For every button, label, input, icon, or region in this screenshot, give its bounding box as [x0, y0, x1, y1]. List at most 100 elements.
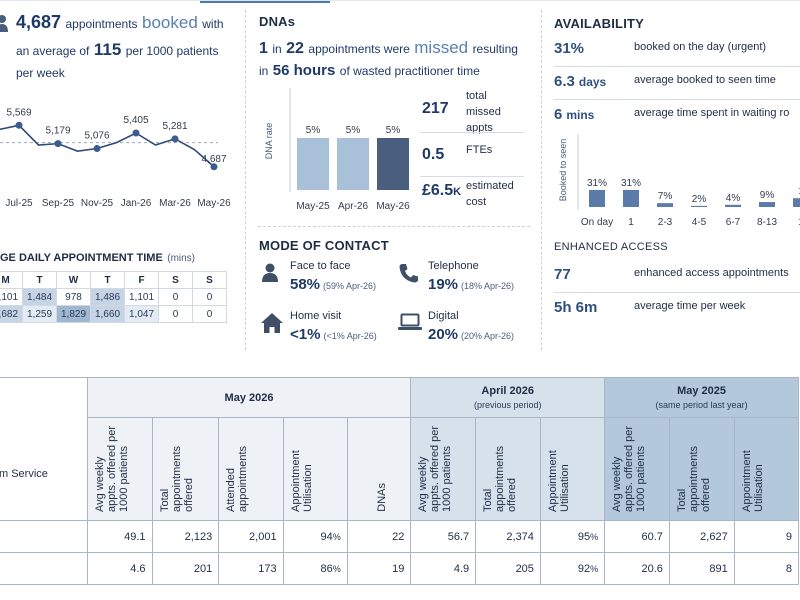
- booked-to-seen-bar: [793, 198, 800, 207]
- cell-value: 2,123: [184, 530, 213, 543]
- booked-to-seen-bar-chart: Booked to seen 31% On day 31% 1 7% 2-3 2% 4-5 4% 6…: [558, 134, 800, 228]
- cell-value: 86: [320, 562, 333, 575]
- service-column-label: m Service: [0, 468, 48, 480]
- person-icon: [260, 262, 280, 287]
- resulting-text: resulting: [472, 42, 518, 56]
- stat-number: 77: [554, 266, 571, 283]
- cell-value: 891: [709, 562, 728, 575]
- stat-label: average time per week: [634, 300, 746, 312]
- day-header: T: [90, 271, 125, 289]
- stat-label: average time spent in waiting ro: [634, 107, 790, 119]
- mode-item: Home visit <1% (<1% Apr-26): [258, 308, 396, 356]
- column-header-label: Attended appointments: [225, 445, 250, 512]
- divider: [245, 10, 246, 350]
- row-label-cell: [0, 520, 88, 553]
- period-group-header: May 2025 (same period last year): [604, 377, 799, 418]
- dnas-summary: 1 in 22 appointments were missed resulti…: [259, 38, 518, 58]
- cell-value: 95: [577, 530, 591, 543]
- booked-word: booked: [142, 13, 198, 32]
- column-header: Total appointments offered: [668, 417, 735, 521]
- daily-cell: 1,829: [56, 305, 91, 323]
- mode-value: 19% (18% Apr-26): [428, 276, 514, 294]
- column-header: Appointment Utilisation: [282, 417, 348, 521]
- mode-percent: 19%: [428, 276, 459, 293]
- table-cell: 891: [668, 552, 735, 585]
- cell-value: 49.1: [124, 530, 146, 543]
- dna-bar-category: May-25: [296, 201, 330, 212]
- dna-bar-category: Apr-26: [338, 201, 368, 212]
- booked-to-seen-bar-value: 4%: [726, 193, 741, 204]
- day-header: T: [22, 271, 57, 289]
- dna-bar-value: 5%: [306, 125, 321, 136]
- x-tick-label: Nov-25: [81, 198, 114, 209]
- daily-cell: 1,101: [124, 288, 159, 306]
- table-cell: 86%: [282, 552, 348, 585]
- mode-label: Digital: [428, 310, 459, 322]
- day-header: M: [0, 271, 23, 289]
- column-header-label: Avg weekly appts. offered per 1000 patie…: [611, 425, 648, 512]
- with-text: with: [202, 17, 224, 31]
- column-header: Total appointments offered: [151, 417, 220, 521]
- divider: [420, 132, 524, 133]
- cell-value: 19: [392, 562, 405, 575]
- booked-to-seen-bar-value: 31%: [621, 178, 641, 189]
- x-tick-label: Jul-25: [5, 198, 33, 209]
- dna-bar-category: May-26: [376, 201, 410, 212]
- dnas-hours: in 56 hours of wasted practitioner time: [259, 62, 480, 80]
- cell-value: 173: [258, 562, 277, 575]
- dnas-one: 1: [259, 40, 268, 57]
- divider: [258, 226, 530, 227]
- column-header-label: Appointment Utilisation: [546, 450, 571, 512]
- mode-item: Telephone 19% (18% Apr-26): [396, 258, 534, 306]
- stat-number: 6: [554, 106, 563, 123]
- table-cell: 2,627: [668, 520, 735, 553]
- dna-rate-bar-chart: DNA rate 5% May-25 5% Apr-26 5% May-26: [264, 88, 410, 212]
- daily-cell: 1,486: [90, 288, 125, 306]
- stat-value: 31%: [554, 40, 584, 58]
- cell-value: 60.7: [641, 530, 663, 543]
- row-header-cell: m Service: [0, 377, 88, 521]
- table-cell: 173: [218, 552, 284, 585]
- enhanced-title: ENHANCED ACCESS: [554, 241, 668, 253]
- mode-previous: (59% Apr-26): [323, 281, 377, 291]
- column-header-label: Total appointments offered: [158, 445, 195, 512]
- dna-stat-value: £6.5K: [422, 182, 462, 199]
- cell-value: 92: [577, 562, 591, 575]
- table-cell: 205: [475, 552, 541, 585]
- data-label: 4,687: [201, 154, 226, 165]
- column-header: Attended appointments: [218, 417, 284, 521]
- divider: [554, 99, 800, 100]
- daily-cell: 0: [192, 305, 227, 323]
- dnas-hours-value: 56 hours: [272, 62, 336, 79]
- dna-bar: [377, 138, 409, 190]
- appointments-average: 115: [93, 40, 122, 59]
- stat-unit: mins: [566, 108, 595, 122]
- cell-unit: %: [332, 531, 341, 542]
- mode-percent: 20%: [428, 326, 459, 343]
- column-header: Avg weekly appts. offered per 1000 patie…: [410, 417, 477, 521]
- cell-unit: %: [590, 531, 599, 542]
- daily-cell: 1,682: [0, 305, 23, 323]
- daily-time-title: GE DAILY APPOINTMENT TIME (mins): [0, 248, 195, 266]
- stat-value: 77: [554, 266, 571, 284]
- dnas-in2: in: [259, 64, 269, 78]
- stat-unit: days: [578, 75, 607, 89]
- daily-cell: 1,660: [90, 305, 125, 323]
- enhanced-access-rows: 77 enhanced access appointments 5h 6m avera…: [554, 262, 800, 326]
- data-label: 5,179: [45, 126, 70, 137]
- mode-percent: 58%: [290, 276, 321, 293]
- table-cell: 2,374: [475, 520, 541, 553]
- period-title: April 2026: [481, 385, 535, 397]
- mode-previous: (18% Apr-26): [461, 281, 515, 291]
- dna-rate-axis-label: DNA rate: [264, 123, 274, 160]
- mode-previous: (<1% Apr-26): [323, 331, 377, 341]
- booked-to-seen-bar: [725, 204, 741, 207]
- table-cell: 95%: [539, 520, 606, 553]
- column-header: Total appointments offered: [475, 417, 541, 521]
- availability-title: AVAILABILITY: [554, 16, 645, 31]
- mode-previous: (20% Apr-26): [461, 331, 515, 341]
- x-tick-label: Mar-26: [159, 198, 191, 209]
- cell-unit: %: [332, 563, 341, 574]
- stat-label: booked on the day (urgent): [634, 41, 767, 53]
